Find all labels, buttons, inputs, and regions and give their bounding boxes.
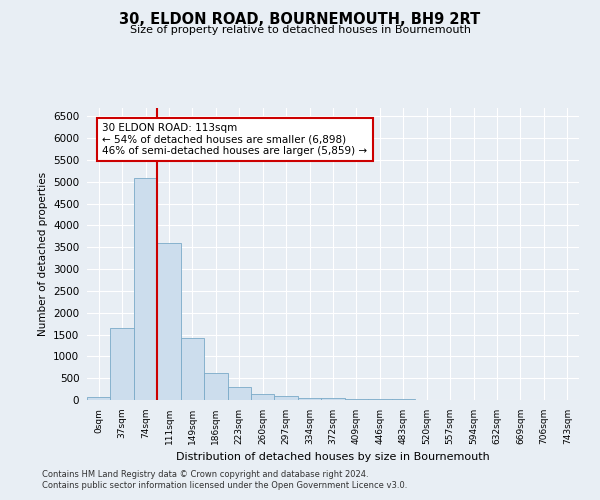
Bar [321,398,345,400]
Text: Contains public sector information licensed under the Open Government Licence v3: Contains public sector information licen… [42,481,407,490]
X-axis label: Distribution of detached houses by size in Bournemouth: Distribution of detached houses by size … [176,452,490,462]
Bar [298,398,321,400]
Bar [87,396,110,400]
Bar [251,394,274,400]
Text: 30, ELDON ROAD, BOURNEMOUTH, BH9 2RT: 30, ELDON ROAD, BOURNEMOUTH, BH9 2RT [119,12,481,28]
Text: 30 ELDON ROAD: 113sqm
← 54% of detached houses are smaller (6,898)
46% of semi-d: 30 ELDON ROAD: 113sqm ← 54% of detached … [102,123,367,156]
Y-axis label: Number of detached properties: Number of detached properties [38,172,47,336]
Bar [181,338,204,400]
Bar [274,396,298,400]
Bar [345,398,368,400]
Bar [110,328,134,400]
Bar [227,387,251,400]
Bar [134,178,157,400]
Bar [368,399,392,400]
Bar [157,244,181,400]
Bar [204,373,227,400]
Text: Size of property relative to detached houses in Bournemouth: Size of property relative to detached ho… [130,25,470,35]
Text: Contains HM Land Registry data © Crown copyright and database right 2024.: Contains HM Land Registry data © Crown c… [42,470,368,479]
